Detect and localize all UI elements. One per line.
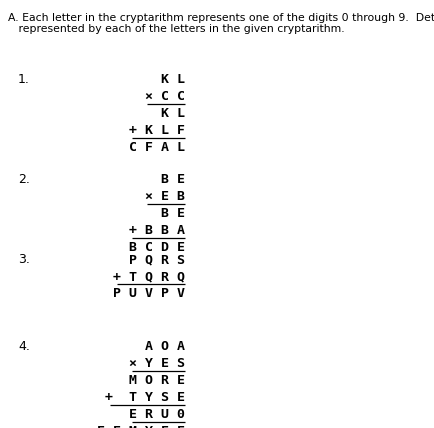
Text: A. Each letter in the cryptarithm represents one of the digits 0 through 9.  Det: A. Each letter in the cryptarithm repres…: [8, 13, 434, 23]
Text: B E: B E: [161, 173, 184, 186]
Text: +  T Y S E: + T Y S E: [105, 391, 184, 404]
Text: × C C: × C C: [145, 90, 184, 103]
Text: P U V P V: P U V P V: [113, 287, 184, 300]
Text: P Q R S: P Q R S: [129, 253, 184, 266]
Text: × E B: × E B: [145, 190, 184, 203]
Text: C F A L: C F A L: [129, 141, 184, 154]
Text: + K L F: + K L F: [129, 124, 184, 137]
Text: A O A: A O A: [145, 340, 184, 353]
Text: 2.: 2.: [18, 173, 30, 186]
Text: + B B A: + B B A: [129, 224, 184, 237]
Text: E E M Y E E: E E M Y E E: [97, 425, 184, 428]
Text: 1.: 1.: [18, 73, 30, 86]
Text: B E: B E: [161, 207, 184, 220]
Text: M O R E: M O R E: [129, 374, 184, 387]
Text: 3.: 3.: [18, 253, 30, 266]
Text: × Y E S: × Y E S: [129, 357, 184, 370]
Text: + T Q R Q: + T Q R Q: [113, 270, 184, 283]
Text: E R U 0: E R U 0: [129, 408, 184, 421]
Text: K L: K L: [161, 73, 184, 86]
Text: K L: K L: [161, 107, 184, 120]
Text: 4.: 4.: [18, 340, 30, 353]
Text: represented by each of the letters in the given cryptarithm.: represented by each of the letters in th…: [8, 24, 344, 34]
Text: B C D E: B C D E: [129, 241, 184, 254]
